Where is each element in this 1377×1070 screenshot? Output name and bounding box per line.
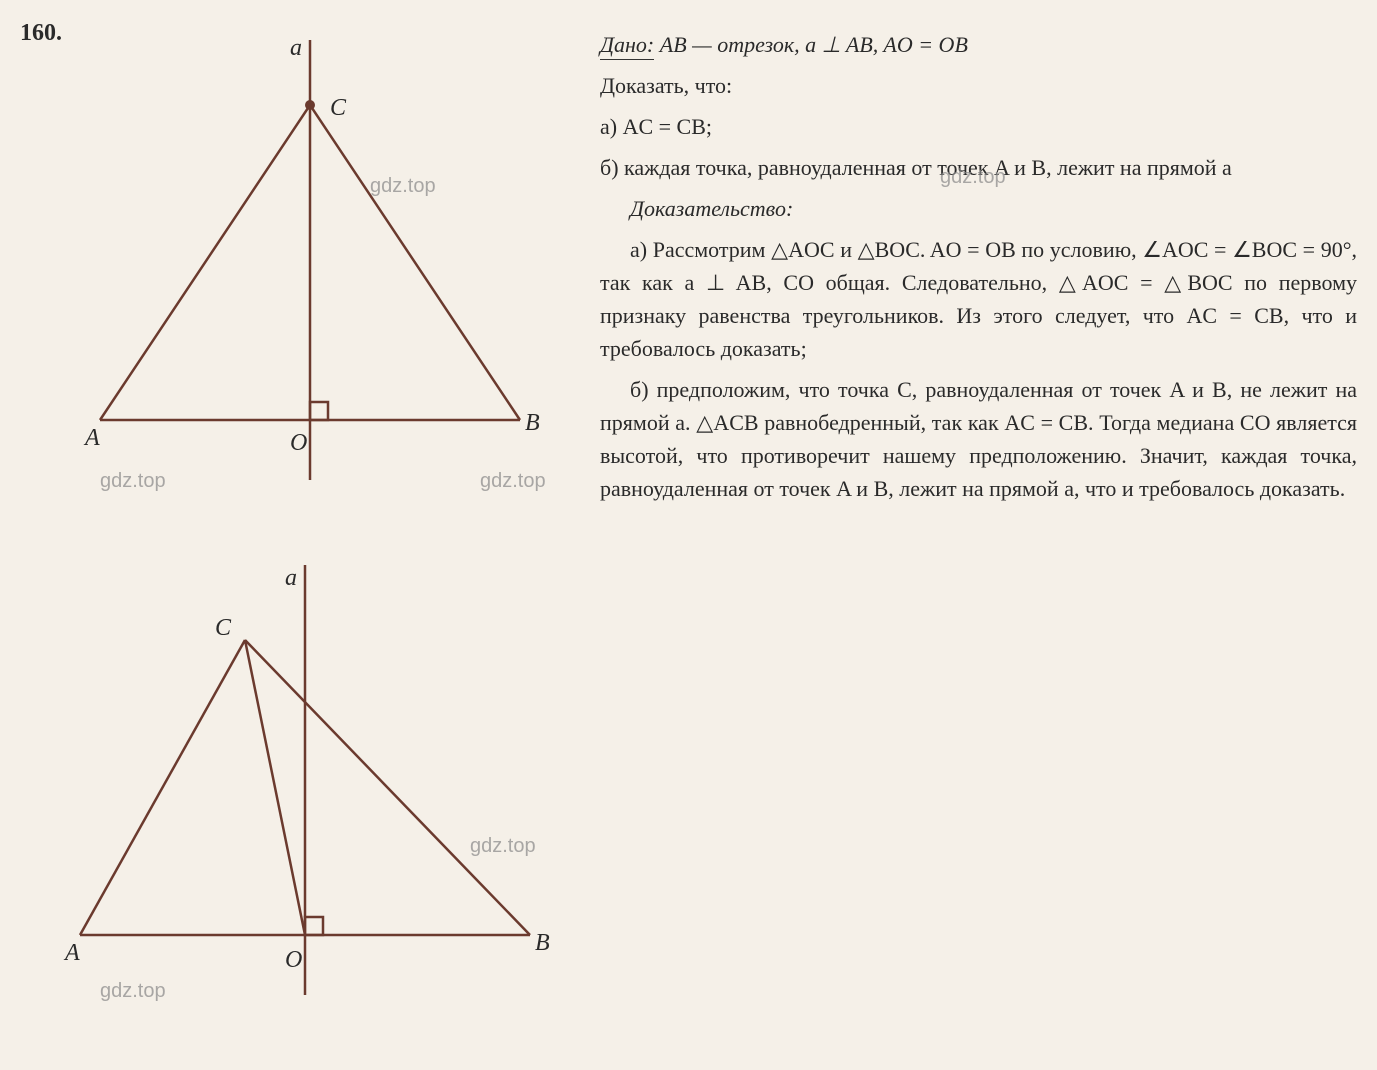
figures-column: 160. a C A B O gdz.top gdz.top gdz.top [20,20,580,1050]
given-text: AB — отрезок, a ⊥ AB, AO = OB [654,32,968,57]
label-a-line: a [285,565,297,591]
given-block: Дано: AB — отрезок, a ⊥ AB, AO = OB [600,28,1357,61]
proof-label: Доказательство: [600,192,1357,225]
segment-ac [80,640,245,935]
proof-b: б) предположим, что точка C, равноудален… [600,373,1357,505]
segment-co [245,640,305,935]
watermark: gdz.top [480,470,546,493]
text-column: Дано: AB — отрезок, a ⊥ AB, AO = OB Дока… [600,20,1357,1050]
label-b-pt: B [535,930,550,956]
segment-bc [245,640,530,935]
figure-2-wrap: a C A B O gdz.top gdz.top [20,535,580,1020]
figure-1: a C A B O [20,20,580,500]
label-a-pt: A [63,940,80,966]
prove-label: Доказать, что: [600,69,1357,102]
right-angle-mark [310,402,328,420]
page-container: 160. a C A B O gdz.top gdz.top gdz.top [20,20,1357,1050]
right-angle-mark [305,917,323,935]
watermark: gdz.top [100,470,166,493]
label-c: C [330,95,347,121]
watermark: gdz.top [100,980,166,1003]
figure-2: a C A B O [20,535,580,1015]
label-c: C [215,615,232,641]
watermark: gdz.top [370,175,436,198]
segment-bc [310,105,520,420]
label-o-pt: O [290,430,307,456]
prove-a: а) AC = CB; [600,110,1357,143]
watermark: gdz.top [470,835,536,858]
figure-1-wrap: a C A B O gdz.top gdz.top gdz.top [20,20,580,505]
label-a-pt: A [83,425,100,451]
point-c-dot [305,100,315,110]
label-b-pt: B [525,410,540,436]
watermark: gdz.top [940,162,1006,192]
given-label: Дано: [600,32,654,60]
proof-a: а) Рассмотрим △AOC и △BOC. AO = OB по ус… [600,233,1357,365]
label-o-pt: O [285,947,302,973]
segment-ac [100,105,310,420]
label-a-line: a [290,35,302,61]
